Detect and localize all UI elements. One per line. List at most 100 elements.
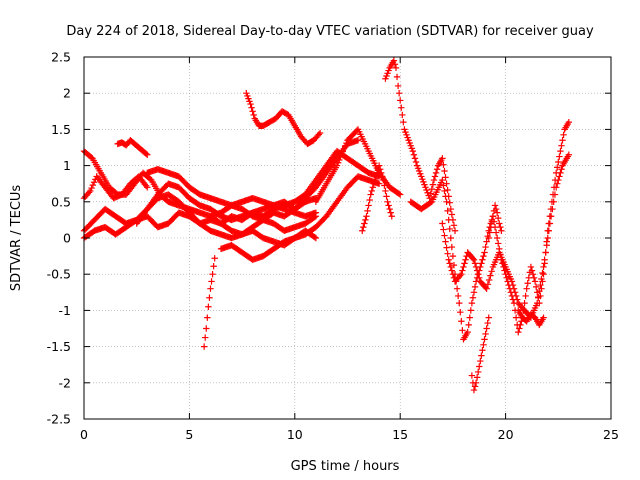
data-point <box>522 292 529 300</box>
y-tick-labels: -2.5 -2 -1.5 -1 -0.5 0 0.5 1 1.5 2 2.5 <box>47 50 71 427</box>
data-point <box>453 285 461 292</box>
data-point <box>485 276 493 284</box>
data-point <box>366 196 373 204</box>
y-tick-label: 1.5 <box>51 122 71 137</box>
data-point <box>469 255 477 262</box>
data-point <box>89 181 97 189</box>
data-point <box>359 227 366 234</box>
data-point <box>512 314 520 321</box>
data-point <box>483 285 490 292</box>
y-tick-label: 2 <box>63 86 71 101</box>
data-point <box>461 260 468 267</box>
data-point <box>462 256 469 263</box>
data-point <box>444 186 451 194</box>
data-point <box>521 299 528 307</box>
data-point <box>444 207 451 215</box>
data-point <box>503 274 510 282</box>
series-track-2 <box>80 173 151 202</box>
data-point <box>540 271 547 278</box>
data-point <box>364 207 371 215</box>
data-point <box>369 184 376 191</box>
data-point <box>552 184 560 191</box>
data-point <box>470 386 478 394</box>
data-point <box>544 234 551 242</box>
data-point <box>484 319 491 327</box>
data-point <box>556 153 563 160</box>
data-point <box>454 292 462 300</box>
data-point <box>540 263 547 271</box>
data-point <box>476 363 483 370</box>
data-point <box>205 303 212 310</box>
data-point <box>457 309 464 316</box>
data-point <box>87 187 94 195</box>
data-point <box>517 321 524 329</box>
data-point <box>513 296 521 303</box>
data-point <box>144 151 151 158</box>
data-point <box>429 181 437 188</box>
data-point <box>479 347 486 354</box>
data-point <box>471 283 479 291</box>
y-tick-label: -1.5 <box>47 339 71 354</box>
data-point <box>339 148 347 155</box>
data-point <box>382 187 389 195</box>
data-point <box>534 299 541 307</box>
data-point <box>202 334 209 341</box>
data-point <box>528 267 536 274</box>
data-point <box>361 220 368 227</box>
data-point <box>496 220 503 227</box>
x-tick-label: 5 <box>185 427 193 442</box>
data-marks <box>80 57 573 394</box>
data-point <box>537 281 544 289</box>
data-point <box>540 314 547 321</box>
data-point <box>397 191 404 198</box>
data-point <box>203 325 210 332</box>
x-tick-label: 20 <box>498 427 514 442</box>
data-point <box>445 216 452 224</box>
data-point <box>384 198 391 205</box>
data-point <box>442 193 449 200</box>
data-point <box>565 118 573 126</box>
grid <box>84 57 611 419</box>
data-point <box>535 293 542 301</box>
data-point <box>247 100 254 108</box>
y-tick-label: -2.5 <box>47 412 71 427</box>
data-point <box>362 216 369 224</box>
data-point <box>565 151 573 158</box>
data-point <box>531 278 539 285</box>
data-point <box>467 307 475 314</box>
data-point <box>388 213 395 220</box>
data-point <box>333 162 341 169</box>
data-point <box>488 218 496 225</box>
data-point <box>510 285 518 292</box>
data-point <box>211 255 218 262</box>
data-point <box>464 328 471 336</box>
data-point <box>451 227 459 234</box>
series-track-17 <box>515 307 547 329</box>
data-point <box>472 263 480 271</box>
data-point <box>85 189 93 196</box>
data-point <box>468 299 476 307</box>
data-point <box>493 209 501 216</box>
data-point <box>523 285 530 292</box>
data-point <box>498 227 505 234</box>
data-point <box>446 225 453 233</box>
y-tick-label: -2 <box>59 375 71 390</box>
data-point <box>433 166 441 173</box>
series-track-19 <box>312 126 404 205</box>
data-point <box>559 137 566 144</box>
data-point <box>312 234 320 242</box>
data-point <box>465 321 472 329</box>
data-point <box>450 222 458 229</box>
data-point <box>372 173 380 180</box>
x-tick-label: 10 <box>287 427 303 442</box>
data-point <box>431 173 439 180</box>
data-point <box>557 147 564 155</box>
data-point <box>445 256 452 263</box>
data-point <box>443 198 450 205</box>
data-point <box>204 314 211 321</box>
x-tick-label: 15 <box>392 427 408 442</box>
data-point <box>312 213 320 220</box>
data-point <box>440 226 447 233</box>
data-point <box>515 328 522 336</box>
data-point <box>448 267 456 274</box>
